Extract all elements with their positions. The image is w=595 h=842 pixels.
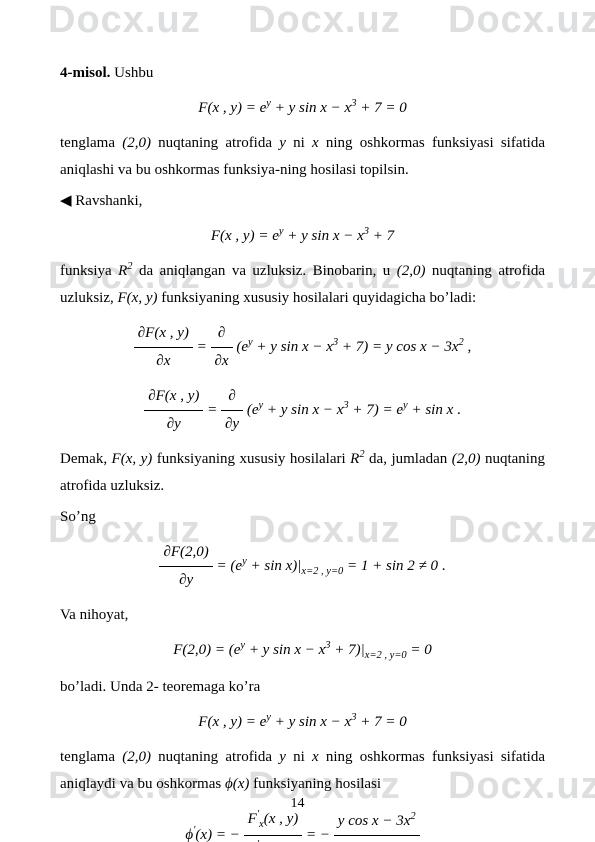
p8-point: (2,0) [122,749,151,765]
paragraph-2: ◀ Ravshanki, [60,188,545,215]
eq7-text: F(x , y) = ey + y sin x − x3 + 7 = 0 [198,714,406,730]
p8-y: y [279,749,286,765]
heading-rest: Ushbu [110,65,153,81]
p3-d: funksiyaning xususiy hosilalari quyidagi… [157,290,476,306]
p4-R2: R2 [350,451,364,467]
p3-Fxy: F(x, y) [118,290,158,306]
paragraph-3: funksiya R2 da aniqlangan va uzluksiz. B… [60,258,545,312]
p8-e: funksiyaning hosilasi [249,776,381,792]
p8-x: x [312,749,319,765]
p8-phi: ϕ(x) [225,776,249,792]
heading-label: 4-misol. [60,65,110,81]
equation-7: F(x , y) = ey + y sin x − x3 + 7 = 0 [60,709,545,736]
p3-point: (2,0) [397,263,426,279]
eq8-text: ϕ′(x) = − F′x(x , y) F′y(x , y) = − y co… [185,827,419,842]
p4-a: Demak, [60,451,112,467]
p1-x: x [312,135,319,151]
equation-4: ∂F(x , y) ∂y = ∂ ∂y (ey + y sin x − x3 +… [60,383,545,438]
equation-5: ∂F(2,0) ∂y = (ey + sin x)|x=2 , y=0 = 1 … [60,539,545,594]
eq3-text: ∂F(x , y) ∂x = ∂ ∂x (ey + y sin x − x3 +… [134,339,468,355]
eq5-text: ∂F(2,0) ∂y = (ey + sin x)|x=2 , y=0 = 1 … [159,558,441,574]
paragraph-5: Soʼng [60,504,545,531]
equation-1: F(x , y) = ey + y sin x − x3 + 7 = 0 [60,95,545,122]
equation-6: F(2,0) = (ey + y sin x − x3 + 7)|x=2 , y… [60,637,545,666]
p1-y: y [279,135,286,151]
p3-R2: R2 [118,263,132,279]
p3-b: da aniqlangan va uzluksiz. Binobarin, u [133,263,397,279]
paragraph-4: Demak, F(x, y) funksiyaning xususiy hosi… [60,446,545,500]
p8-b: nuqtaning atrofida [151,749,279,765]
equation-2: F(x , y) = ey + y sin x − x3 + 7 [60,223,545,250]
eq2-text: F(x , y) = ey + y sin x − x3 + 7 [211,228,394,244]
p4-b: funksiyaning xususiy hosilalari [152,451,350,467]
p4-c: da, jumladan [365,451,452,467]
paragraph-6: Va nihoyat, [60,602,545,629]
p8-c: ni [286,749,312,765]
p1-c: ni [286,135,312,151]
page-number: 14 [0,796,595,812]
p1-point: (2,0) [122,135,151,151]
example-heading: 4-misol. Ushbu [60,60,545,87]
p1-b: nuqtaning atrofida [151,135,279,151]
p1-a: tenglama [60,135,122,151]
paragraph-1: tenglama (2,0) nuqtaning atrofida y ni x… [60,130,545,184]
paragraph-8: tenglama (2,0) nuqtaning atrofida y ni x… [60,744,545,798]
p8-a: tenglama [60,749,122,765]
page-content: 4-misol. Ushbu F(x , y) = ey + y sin x −… [60,60,545,842]
p4-Fxy: F(x, y) [112,451,153,467]
eq1-text: F(x , y) = ey + y sin x − x3 + 7 = 0 [198,100,406,116]
eq6-text: F(2,0) = (ey + y sin x − x3 + 7)|x=2 , y… [173,642,432,658]
watermark: Docx.uz [48,0,201,42]
watermark: Docx.uz [448,0,595,42]
watermark: Docx.uz [248,0,401,42]
equation-3: ∂F(x , y) ∂x = ∂ ∂x (ey + y sin x − x3 +… [60,320,545,375]
eq4-text: ∂F(x , y) ∂y = ∂ ∂y (ey + y sin x − x3 +… [144,402,457,418]
p3-a: funksiya [60,263,118,279]
p4-point: (2,0) [452,451,481,467]
paragraph-7: boʼladi. Unda 2- teoremaga koʼra [60,674,545,701]
